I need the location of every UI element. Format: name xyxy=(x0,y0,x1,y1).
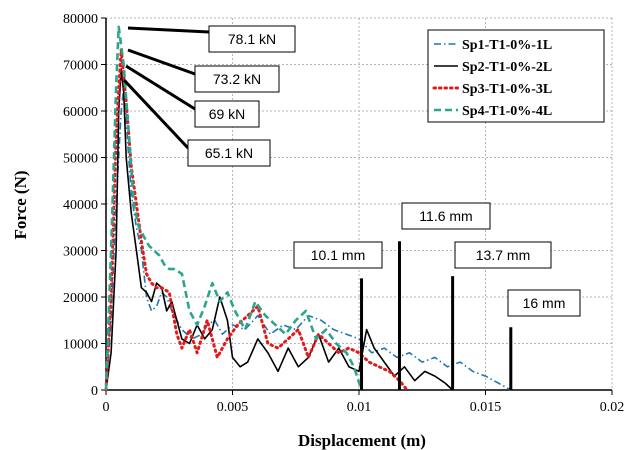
peak-label: 65.1 kN xyxy=(205,145,253,161)
x-axis-title: Displacement (m) xyxy=(298,431,426,450)
y-tick-label: 10000 xyxy=(63,338,98,353)
legend-label: Sp4-T1-0%-4L xyxy=(462,104,552,119)
y-tick-label: 20000 xyxy=(63,291,98,306)
displacement-label-box xyxy=(401,202,491,230)
axes: 0 0.005 0.01 0.015 0.02 0 10000 20000 30000 40000… xyxy=(63,12,624,415)
x-tick-label: 0.015 xyxy=(470,400,502,415)
legend-label: Sp3-T1-0%-3L xyxy=(462,82,552,97)
x-tick-label: 0.02 xyxy=(600,400,625,415)
peak-leader-line xyxy=(122,78,190,150)
peak-label: 73.2 kN xyxy=(213,71,261,87)
legend-label: Sp2-T1-0%-2L xyxy=(462,60,552,75)
y-tick-label: 0 xyxy=(91,384,98,399)
peak-leader-line xyxy=(127,26,210,34)
series-line-1 xyxy=(105,86,512,391)
peak-label-box xyxy=(187,139,271,167)
peak-label: 69 kN xyxy=(209,106,246,122)
x-tick-label: 0 xyxy=(103,400,110,415)
displacement-label: 13.7 mm xyxy=(476,247,530,263)
displacement-label: 10.1 mm xyxy=(311,247,365,263)
peak-label: 78.1 kN xyxy=(228,31,276,47)
series-line-3 xyxy=(104,48,409,392)
displacement-label: 11.6 mm xyxy=(419,208,472,224)
displacement-label-box xyxy=(454,241,552,269)
peak-leader-line xyxy=(127,48,196,76)
series-line-4 xyxy=(104,25,363,391)
displacement-label-box xyxy=(507,289,581,317)
x-tick-label: 0.005 xyxy=(217,400,249,415)
y-tick-label: 50000 xyxy=(63,152,98,167)
y-axis-title: Force (N) xyxy=(11,170,30,239)
series-line-2 xyxy=(105,68,454,391)
series-lines xyxy=(104,25,512,392)
legend-label: Sp1-T1-0%-1L xyxy=(462,38,552,53)
y-tick-label: 30000 xyxy=(63,245,98,260)
peak-leader-line xyxy=(125,64,196,111)
annotations: 78.1 kN 73.2 kN 69 kN 65.1 kN 10.1 mm 11.6 mm… xyxy=(122,25,581,390)
y-tick-label: 70000 xyxy=(63,59,98,74)
y-tick-label: 40000 xyxy=(63,198,98,213)
peak-label-box xyxy=(194,100,260,128)
peak-label-box xyxy=(194,65,280,93)
y-tick-label: 60000 xyxy=(63,105,98,120)
legend: Sp1-T1-0%-1L Sp2-T1-0%-2L Sp3-T1-0%-3L Sp4-… xyxy=(427,29,605,123)
legend-box xyxy=(427,29,605,123)
x-tick-label: 0.01 xyxy=(347,400,372,415)
y-tick-label: 80000 xyxy=(63,12,98,27)
displacement-label-box xyxy=(293,241,383,269)
peak-label-box xyxy=(208,25,296,53)
displacement-label: 16 mm xyxy=(523,295,566,311)
